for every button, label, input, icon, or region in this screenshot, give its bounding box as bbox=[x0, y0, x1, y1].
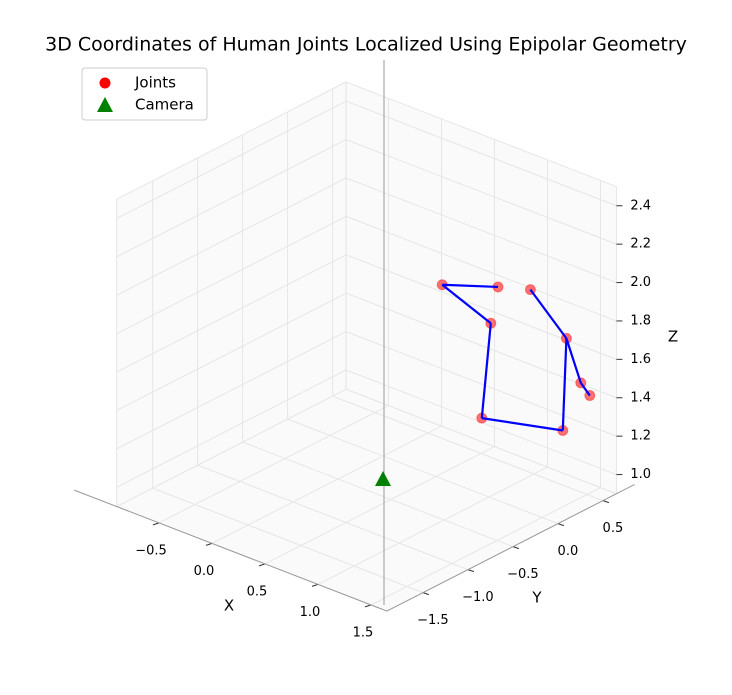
x-tick bbox=[205, 542, 213, 546]
legend-label: Camera bbox=[135, 96, 194, 114]
skeleton-edge bbox=[480, 323, 492, 419]
grid-line bbox=[345, 177, 617, 284]
x-tick bbox=[364, 604, 372, 608]
z-tick-label: 1.8 bbox=[630, 313, 651, 328]
z-tick-label: 2.0 bbox=[630, 275, 651, 290]
y-tick bbox=[467, 569, 475, 573]
grid-line bbox=[345, 100, 617, 207]
y-tick bbox=[512, 546, 520, 550]
grid-line bbox=[116, 100, 347, 219]
chart-title: 3D Coordinates of Human Joints Localized… bbox=[45, 34, 687, 56]
y-tick bbox=[422, 592, 430, 596]
y-tick-label: 0.0 bbox=[558, 544, 579, 559]
skeleton-edge bbox=[579, 382, 591, 397]
grid-line bbox=[345, 292, 617, 399]
grid-line bbox=[116, 369, 347, 488]
x-tick-label: 1.5 bbox=[353, 625, 374, 640]
y-tick-label: −1.5 bbox=[417, 613, 449, 628]
grid-line bbox=[116, 215, 347, 335]
skeleton-edge bbox=[561, 338, 568, 431]
skeleton-edge bbox=[481, 417, 563, 432]
grid-line bbox=[370, 487, 601, 606]
axes: −0.5 0.0 0.5 1.0 1.5 −1.5 −1.0 −0.5 0.0 0.5 1.0 1.2… bbox=[74, 198, 651, 640]
grid-line bbox=[264, 446, 495, 565]
grid-line bbox=[116, 177, 347, 296]
x-tick bbox=[152, 522, 160, 526]
panes bbox=[115, 81, 618, 612]
x-tick bbox=[311, 583, 319, 587]
z-axis-label: Z bbox=[668, 328, 678, 346]
y-axis-line bbox=[386, 484, 635, 612]
legend-box bbox=[81, 67, 208, 121]
grid-line bbox=[345, 215, 617, 322]
y-tick-label: 0.5 bbox=[603, 521, 624, 536]
grid-line bbox=[197, 464, 469, 571]
legend-label: Joints bbox=[134, 74, 176, 92]
skeleton-edge bbox=[529, 288, 568, 340]
grid-line bbox=[332, 395, 604, 502]
x-tick-label: −0.5 bbox=[135, 543, 167, 558]
z-tick-label: 2.4 bbox=[630, 198, 651, 213]
grid-line bbox=[345, 331, 617, 437]
right-pane bbox=[345, 81, 617, 495]
grid-line bbox=[242, 441, 514, 548]
x-tick-label: 1.0 bbox=[300, 605, 321, 620]
grid-line bbox=[116, 292, 347, 411]
skeleton-edge bbox=[565, 338, 582, 384]
x-tick bbox=[258, 563, 266, 567]
legend: Joints Camera bbox=[81, 67, 208, 121]
z-tick-label: 1.4 bbox=[630, 390, 651, 405]
grid-line bbox=[116, 331, 347, 450]
legend-marker bbox=[97, 97, 113, 112]
y-tick bbox=[557, 523, 565, 527]
grid-line bbox=[211, 425, 442, 544]
z-tick-label: 2.2 bbox=[630, 237, 651, 252]
skeleton-edge bbox=[442, 283, 499, 289]
y-tick-label: −0.5 bbox=[507, 567, 539, 582]
grid-line bbox=[317, 466, 548, 585]
grid-line bbox=[116, 139, 347, 258]
z-tick-label: 1.6 bbox=[630, 352, 651, 367]
x-tick-label: 0.0 bbox=[194, 564, 215, 579]
grid-line bbox=[287, 418, 559, 525]
y-tick-label: −1.0 bbox=[462, 590, 494, 605]
z-tick-label: 1.0 bbox=[630, 467, 651, 482]
x-axis-label: X bbox=[224, 597, 234, 615]
y-tick bbox=[602, 500, 610, 504]
camera bbox=[375, 471, 391, 487]
grid-line bbox=[345, 254, 617, 360]
legend-marker bbox=[99, 77, 111, 89]
y-axis-label: Y bbox=[531, 589, 542, 607]
z-tick-label: 1.2 bbox=[630, 429, 651, 444]
x-tick-label: 0.5 bbox=[247, 584, 268, 599]
grid-line bbox=[158, 405, 389, 524]
skeleton-edge bbox=[441, 283, 492, 325]
marks bbox=[375, 279, 596, 487]
grid-line bbox=[116, 254, 347, 373]
grid-line bbox=[345, 139, 617, 245]
x-axis-line bbox=[74, 489, 388, 612]
grid-line bbox=[152, 487, 424, 594]
